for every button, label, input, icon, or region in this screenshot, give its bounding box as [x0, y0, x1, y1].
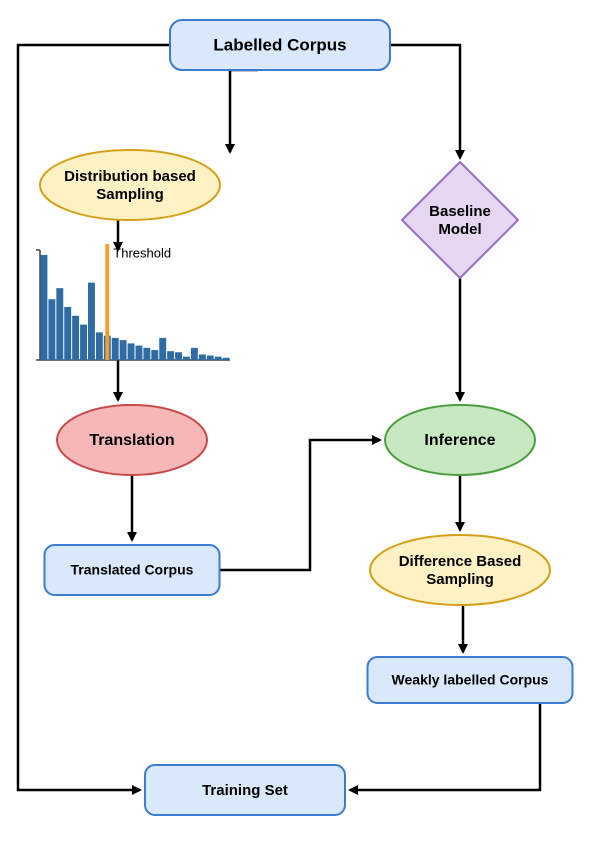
svg-text:Training Set: Training Set [202, 782, 288, 799]
svg-text:Weakly labelled Corpus: Weakly labelled Corpus [392, 672, 549, 688]
weak-to-training [350, 703, 540, 790]
svg-text:Threshold: Threshold [113, 245, 171, 260]
svg-text:Translated Corpus: Translated Corpus [71, 562, 194, 578]
svg-text:Difference Based: Difference Based [399, 553, 522, 570]
svg-text:Sampling: Sampling [96, 186, 164, 203]
weakCorpus: Weakly labelled Corpus [368, 657, 573, 703]
diffSampling: Difference BasedSampling [370, 535, 550, 605]
baseline: BaselineModel [402, 162, 518, 278]
corpus-to-baseline [390, 45, 460, 158]
svg-text:Model: Model [438, 221, 481, 238]
histogram: Threshold [36, 244, 230, 360]
distSampling: Distribution basedSampling [40, 150, 220, 220]
svg-text:Translation: Translation [89, 432, 174, 449]
svg-text:Inference: Inference [424, 432, 495, 449]
translation: Translation [57, 405, 207, 475]
svg-text:Labelled Corpus: Labelled Corpus [213, 35, 346, 54]
trainingSet: Training Set [145, 765, 345, 815]
svg-text:Distribution based: Distribution based [64, 168, 196, 185]
svg-text:Sampling: Sampling [426, 571, 494, 588]
translatedCorpus: Translated Corpus [45, 545, 220, 595]
labelledCorpus: Labelled Corpus [170, 20, 390, 70]
corpus-to-dist [230, 70, 258, 152]
svg-text:Baseline: Baseline [429, 203, 491, 220]
inference: Inference [385, 405, 535, 475]
tcorpus-to-inference [220, 440, 380, 570]
